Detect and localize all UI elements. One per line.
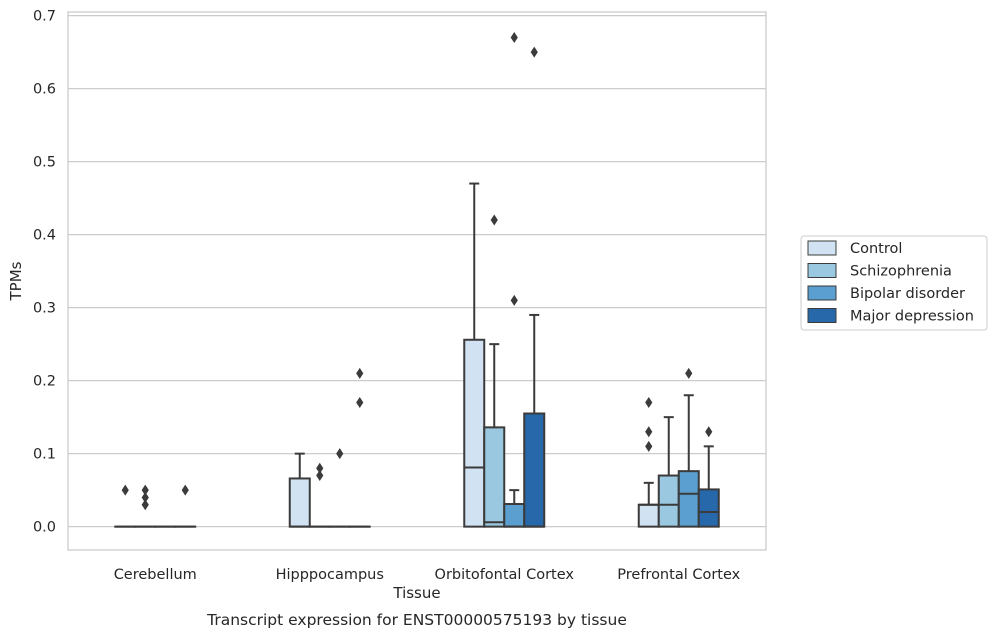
legend-label: Bipolar disorder: [850, 286, 965, 302]
outlier-point: [141, 499, 149, 511]
outlier-point: [530, 46, 538, 58]
outlier-point: [356, 397, 364, 409]
outlier-point: [121, 484, 129, 496]
box-body: [677, 470, 700, 528]
outlier-point: [510, 32, 518, 44]
x-tick-label: Prefrontal Cortex: [617, 567, 740, 583]
x-axis-title: Tissue: [392, 584, 440, 602]
box-group: [288, 367, 371, 528]
legend-item: Major depression: [807, 308, 974, 325]
box-body: [657, 474, 680, 528]
legend-swatch: [807, 240, 837, 256]
legend-label: Major depression: [850, 309, 974, 325]
legend-item: Schizophrenia: [807, 263, 952, 280]
outlier-point: [336, 448, 344, 460]
box-body: [503, 503, 526, 528]
grid-lines: [68, 15, 766, 528]
legend-swatch: [807, 308, 837, 323]
legend: Control Schizophrenia Bipolar disorder Majo…: [800, 235, 988, 331]
legend-item: Bipolar disorder: [807, 285, 965, 302]
plot-area-frame: [67, 11, 767, 551]
legend-swatch: [807, 285, 837, 301]
outlier-point: [141, 484, 149, 496]
box-body: [697, 488, 720, 528]
legend-label: Control: [850, 241, 902, 257]
x-tick-label: Hipppocampus: [276, 567, 384, 583]
y-tick-label: 0.1: [33, 447, 56, 463]
y-tick-label: 0.0: [33, 520, 56, 536]
box-body: [523, 412, 546, 528]
outlier-point: [510, 294, 518, 306]
box-groups: [114, 32, 720, 528]
outlier-point: [490, 214, 498, 226]
box-body: [463, 338, 486, 528]
x-tick-label: Orbitofontal Cortex: [435, 567, 575, 583]
x-tick-labels: Cerebellum Hipppocampus Orbitofontal Corte…: [114, 567, 741, 583]
y-tick-label: 0.2: [33, 374, 56, 390]
outlier-point: [181, 484, 189, 496]
legend-item: Control: [807, 240, 902, 257]
y-tick-label: 0.6: [33, 82, 56, 98]
outlier-point: [645, 397, 653, 409]
outlier-point: [316, 470, 324, 482]
x-tick-label: Cerebellum: [114, 567, 197, 583]
y-axis-title: TPMs: [7, 261, 25, 301]
box-group: [637, 367, 720, 528]
box-body: [637, 503, 660, 528]
y-tick-label: 0.4: [33, 228, 56, 244]
y-tick-label: 0.5: [33, 155, 56, 171]
box-group: [463, 32, 546, 528]
outlier-point: [356, 367, 364, 379]
box-body: [483, 426, 506, 528]
y-tick-labels: 0.0 0.1 0.2 0.3 0.4 0.5 0.6 0.7: [33, 9, 56, 536]
outlier-point: [685, 367, 693, 379]
box-group: [114, 484, 197, 528]
y-tick-label: 0.3: [33, 301, 56, 317]
outlier-point: [141, 491, 149, 503]
outlier-point: [705, 426, 713, 438]
chart-caption: Transcript expression for ENST0000057519…: [206, 611, 627, 629]
outlier-point: [316, 462, 324, 474]
box-body: [288, 477, 311, 528]
outlier-point: [645, 440, 653, 452]
y-tick-label: 0.7: [33, 9, 56, 25]
legend-label: Schizophrenia: [850, 264, 952, 280]
legend-swatch: [807, 263, 837, 278]
legend-frame: [800, 235, 988, 331]
outlier-point: [645, 426, 653, 438]
